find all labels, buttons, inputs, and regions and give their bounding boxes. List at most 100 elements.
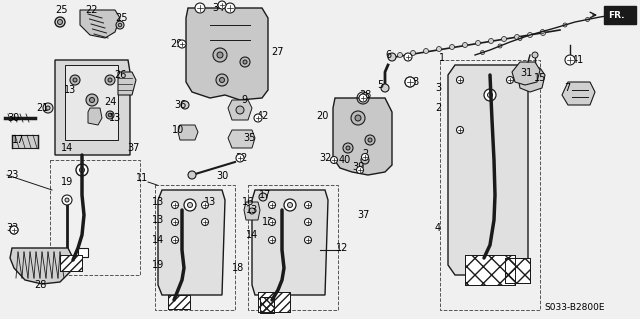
Circle shape bbox=[410, 50, 415, 56]
Circle shape bbox=[10, 226, 18, 234]
Circle shape bbox=[188, 203, 193, 207]
Bar bbox=[248, 185, 338, 310]
Text: 26: 26 bbox=[114, 70, 126, 80]
Circle shape bbox=[361, 156, 369, 164]
Text: 32: 32 bbox=[319, 153, 331, 163]
Circle shape bbox=[259, 193, 267, 201]
Polygon shape bbox=[80, 10, 120, 38]
Circle shape bbox=[172, 236, 179, 243]
Circle shape bbox=[365, 135, 375, 145]
Circle shape bbox=[106, 111, 114, 119]
Circle shape bbox=[449, 44, 454, 49]
Text: 13: 13 bbox=[109, 113, 121, 123]
Circle shape bbox=[355, 115, 361, 121]
Circle shape bbox=[625, 11, 630, 15]
Polygon shape bbox=[10, 248, 72, 284]
Polygon shape bbox=[518, 68, 545, 92]
Text: 2: 2 bbox=[362, 149, 368, 159]
Circle shape bbox=[55, 17, 65, 27]
Circle shape bbox=[236, 154, 244, 162]
Circle shape bbox=[249, 208, 255, 214]
Text: 11: 11 bbox=[136, 173, 148, 183]
Text: 13: 13 bbox=[152, 197, 164, 207]
Circle shape bbox=[181, 101, 189, 109]
Text: 38: 38 bbox=[359, 90, 371, 100]
Circle shape bbox=[202, 219, 209, 226]
Circle shape bbox=[563, 23, 567, 27]
Text: 14: 14 bbox=[152, 235, 164, 245]
Circle shape bbox=[527, 33, 532, 38]
Circle shape bbox=[213, 48, 227, 62]
Bar bbox=[505, 258, 530, 283]
Circle shape bbox=[172, 202, 179, 209]
Circle shape bbox=[65, 198, 69, 202]
Circle shape bbox=[343, 143, 353, 153]
Circle shape bbox=[58, 19, 63, 25]
Text: 41: 41 bbox=[572, 55, 584, 65]
Circle shape bbox=[436, 47, 442, 51]
Circle shape bbox=[90, 98, 95, 102]
Circle shape bbox=[488, 93, 493, 98]
Circle shape bbox=[236, 106, 244, 114]
Text: 22: 22 bbox=[86, 5, 99, 15]
Circle shape bbox=[532, 52, 538, 58]
Circle shape bbox=[463, 42, 467, 48]
Bar bbox=[168, 295, 190, 309]
Text: 12: 12 bbox=[336, 243, 348, 253]
Polygon shape bbox=[65, 65, 118, 140]
Text: 28: 28 bbox=[34, 280, 46, 290]
Circle shape bbox=[216, 74, 228, 86]
Text: 7: 7 bbox=[564, 83, 570, 93]
Text: 29: 29 bbox=[170, 39, 182, 49]
Circle shape bbox=[269, 236, 275, 243]
Text: 16: 16 bbox=[242, 197, 254, 207]
Circle shape bbox=[70, 75, 80, 85]
Polygon shape bbox=[88, 108, 102, 125]
Circle shape bbox=[484, 89, 496, 101]
Text: 36: 36 bbox=[174, 100, 186, 110]
Circle shape bbox=[359, 94, 367, 102]
Circle shape bbox=[330, 157, 337, 164]
Polygon shape bbox=[252, 190, 328, 295]
Circle shape bbox=[195, 3, 205, 13]
Circle shape bbox=[73, 78, 77, 82]
Circle shape bbox=[498, 44, 502, 48]
Circle shape bbox=[541, 31, 545, 35]
Circle shape bbox=[105, 75, 115, 85]
Polygon shape bbox=[512, 62, 540, 85]
Text: 15: 15 bbox=[534, 73, 546, 83]
Circle shape bbox=[178, 40, 186, 48]
Polygon shape bbox=[12, 135, 38, 148]
Polygon shape bbox=[448, 65, 528, 275]
Circle shape bbox=[405, 77, 415, 87]
Circle shape bbox=[502, 36, 506, 41]
Circle shape bbox=[225, 3, 235, 13]
Circle shape bbox=[405, 77, 415, 87]
Circle shape bbox=[456, 127, 463, 133]
Text: 18: 18 bbox=[232, 263, 244, 273]
Text: 27: 27 bbox=[271, 47, 284, 57]
Polygon shape bbox=[228, 130, 255, 148]
Bar bbox=[505, 258, 530, 283]
Circle shape bbox=[541, 29, 545, 33]
Circle shape bbox=[43, 103, 53, 113]
Text: 9: 9 bbox=[241, 95, 247, 105]
Text: 13: 13 bbox=[64, 85, 76, 95]
Circle shape bbox=[243, 60, 247, 64]
Text: 19: 19 bbox=[61, 177, 73, 187]
Circle shape bbox=[381, 84, 389, 92]
Circle shape bbox=[305, 202, 312, 209]
Text: 25: 25 bbox=[116, 13, 128, 23]
Circle shape bbox=[46, 106, 50, 110]
Text: 1: 1 bbox=[439, 53, 445, 63]
Circle shape bbox=[287, 203, 292, 207]
Text: 19: 19 bbox=[152, 260, 164, 270]
Polygon shape bbox=[78, 248, 88, 257]
Circle shape bbox=[356, 167, 364, 174]
Text: 13: 13 bbox=[262, 217, 274, 227]
Text: 13: 13 bbox=[152, 215, 164, 225]
Circle shape bbox=[608, 13, 612, 18]
Circle shape bbox=[188, 171, 196, 179]
Circle shape bbox=[202, 202, 209, 209]
Circle shape bbox=[481, 50, 484, 55]
